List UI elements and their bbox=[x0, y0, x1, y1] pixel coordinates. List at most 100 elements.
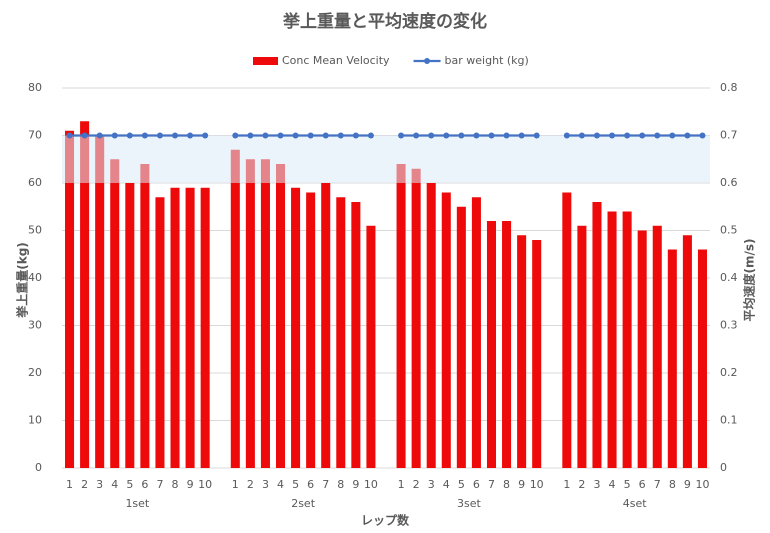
x-tick-label: 6 bbox=[141, 478, 148, 491]
x-tick-label: 1 bbox=[563, 478, 570, 491]
y-tick-label: 40 bbox=[28, 271, 42, 284]
x-tick-label: 5 bbox=[624, 478, 631, 491]
bar bbox=[185, 187, 195, 468]
y2-tick-label: 0.4 bbox=[720, 271, 738, 284]
x-tick-label: 8 bbox=[503, 478, 510, 491]
line-marker bbox=[624, 132, 631, 139]
x-tick-label: 5 bbox=[458, 478, 465, 491]
bar bbox=[592, 202, 602, 468]
y2-tick-label: 0.3 bbox=[720, 319, 738, 332]
line-marker bbox=[187, 132, 194, 139]
line-marker bbox=[126, 132, 133, 139]
line-marker bbox=[172, 132, 179, 139]
bar bbox=[471, 197, 481, 468]
group-label: 1set bbox=[125, 497, 149, 510]
bar bbox=[577, 225, 587, 468]
line-marker bbox=[473, 132, 480, 139]
line-marker bbox=[141, 132, 148, 139]
x-tick-label: 6 bbox=[307, 478, 314, 491]
x-tick-label: 9 bbox=[187, 478, 194, 491]
legend-label: Conc Mean Velocity bbox=[282, 54, 390, 67]
x-tick-label: 3 bbox=[593, 478, 600, 491]
bar bbox=[125, 183, 135, 468]
y2-tick-label: 0.8 bbox=[720, 81, 738, 94]
bar bbox=[637, 230, 647, 468]
bar bbox=[80, 121, 90, 468]
x-tick-label: 10 bbox=[695, 478, 709, 491]
x-tick-label: 1 bbox=[398, 478, 405, 491]
bar bbox=[260, 159, 270, 468]
group-label: 2set bbox=[291, 497, 315, 510]
x-tick-label: 10 bbox=[198, 478, 212, 491]
line-marker bbox=[322, 132, 329, 139]
bar bbox=[426, 183, 436, 468]
bar bbox=[110, 159, 120, 468]
line-marker bbox=[232, 132, 239, 139]
x-tick-label: 9 bbox=[684, 478, 691, 491]
y2-tick-label: 0.6 bbox=[720, 176, 738, 189]
x-tick-label: 8 bbox=[669, 478, 676, 491]
line-marker bbox=[262, 132, 269, 139]
bar bbox=[411, 168, 421, 468]
line-marker bbox=[277, 132, 284, 139]
x-axis-title: レップ数 bbox=[361, 513, 410, 528]
bar bbox=[486, 221, 497, 468]
line-marker bbox=[488, 132, 495, 139]
legend-label: bar weight (kg) bbox=[445, 54, 529, 67]
x-tick-label: 4 bbox=[443, 478, 450, 491]
group-label: 3set bbox=[457, 497, 481, 510]
y-tick-label: 50 bbox=[28, 224, 42, 237]
line-marker bbox=[654, 132, 661, 139]
y2-tick-label: 0.7 bbox=[720, 129, 738, 142]
x-tick-label: 10 bbox=[364, 478, 378, 491]
x-tick-label: 4 bbox=[277, 478, 284, 491]
line-marker bbox=[367, 132, 374, 139]
line-marker bbox=[503, 132, 510, 139]
bar bbox=[502, 221, 512, 468]
bar bbox=[622, 211, 632, 468]
y-tick-label: 20 bbox=[28, 366, 42, 379]
line-marker bbox=[292, 132, 299, 139]
bar bbox=[607, 211, 617, 468]
x-tick-label: 2 bbox=[81, 478, 88, 491]
bar bbox=[230, 149, 240, 468]
x-tick-label: 3 bbox=[96, 478, 103, 491]
y2-tick-label: 0 bbox=[720, 461, 727, 474]
bar bbox=[321, 183, 331, 468]
x-tick-label: 5 bbox=[126, 478, 133, 491]
line-marker bbox=[518, 132, 525, 139]
x-tick-label: 4 bbox=[609, 478, 616, 491]
line-marker bbox=[578, 132, 585, 139]
group-label: 4set bbox=[623, 497, 647, 510]
x-tick-label: 6 bbox=[639, 478, 646, 491]
x-tick-label: 4 bbox=[111, 478, 118, 491]
line-marker bbox=[247, 132, 254, 139]
legend-marker bbox=[424, 58, 431, 64]
line-marker bbox=[66, 132, 73, 139]
bar bbox=[170, 187, 180, 468]
x-tick-label: 5 bbox=[292, 478, 299, 491]
line-marker bbox=[352, 132, 359, 139]
bar bbox=[306, 192, 316, 468]
y-tick-label: 0 bbox=[35, 461, 42, 474]
bar bbox=[562, 192, 572, 468]
bar bbox=[245, 159, 255, 468]
line-marker bbox=[413, 132, 420, 139]
bar bbox=[682, 235, 692, 468]
x-tick-label: 2 bbox=[247, 478, 254, 491]
highlight-band bbox=[62, 135, 710, 183]
x-tick-label: 3 bbox=[428, 478, 435, 491]
bar bbox=[532, 240, 542, 468]
x-tick-label: 8 bbox=[172, 478, 179, 491]
y-tick-label: 80 bbox=[28, 81, 42, 94]
x-tick-label: 1 bbox=[232, 478, 239, 491]
bar bbox=[697, 249, 707, 468]
y2-tick-label: 0.1 bbox=[720, 414, 738, 427]
line-marker bbox=[96, 132, 103, 139]
line-marker bbox=[428, 132, 435, 139]
line-marker bbox=[202, 132, 209, 139]
x-tick-label: 7 bbox=[488, 478, 495, 491]
bar bbox=[351, 202, 361, 468]
x-tick-label: 2 bbox=[413, 478, 420, 491]
line-marker bbox=[563, 132, 570, 139]
